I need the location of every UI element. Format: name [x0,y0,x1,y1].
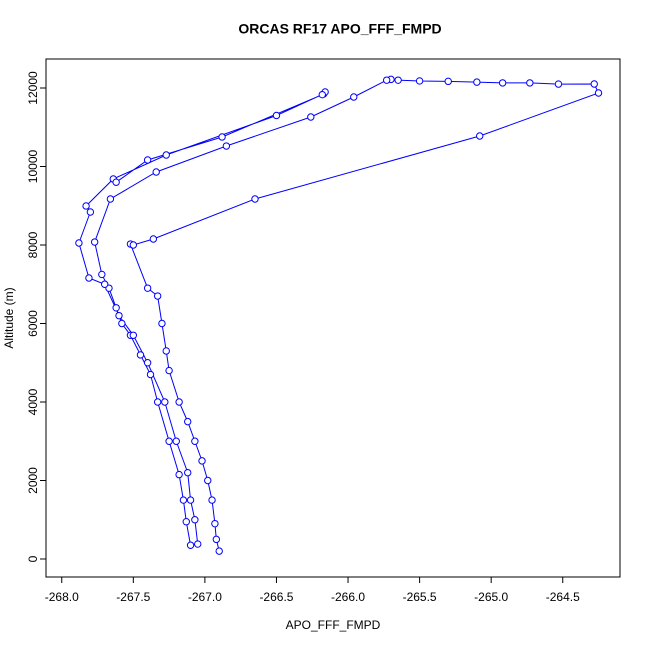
data-point [115,311,123,320]
data-point [86,208,95,216]
data-point [149,235,158,243]
x-tick-label: -264.5 [546,590,580,604]
x-tick-label: -267.0 [188,590,222,604]
data-point [215,547,223,555]
data-point [106,195,115,203]
data-point [179,496,188,504]
data-point [175,470,183,479]
data-point [136,351,145,359]
data-point [350,93,358,101]
data-point [594,89,603,97]
y-tick-label: 0 [26,555,40,562]
data-point [204,476,212,485]
data-point [554,80,563,88]
data-point [129,241,138,249]
y-axis-title: Altitude (m) [2,287,16,348]
data-point [191,516,199,524]
data-point [307,113,315,121]
data-point [153,292,162,300]
y-tick-label: 6000 [26,310,40,337]
data-point [152,168,160,176]
chart-title: ORCAS RF17 APO_FFF_FMPD [238,21,441,37]
data-point [415,77,424,85]
y-tick-label: 12000 [26,71,40,105]
plot-frame [45,58,621,578]
data-point [153,398,162,406]
data-point [186,541,195,549]
data-point [143,284,152,292]
data-point [218,133,226,141]
data-point [158,319,166,328]
data-point [182,517,190,526]
data-point [473,78,481,86]
data-point [212,535,221,544]
data-point [143,156,152,164]
data-point [444,77,452,86]
data-point [251,195,259,203]
data-point [90,238,99,246]
x-axis-title: APO_FFF_FMPD [286,618,381,632]
data-point [129,331,138,339]
data-point [175,398,183,406]
data-point [394,76,402,84]
y-tick-label: 8000 [26,231,40,258]
data-point [194,540,202,548]
data-point [184,468,192,477]
x-tick-label: -266.0 [331,590,365,604]
y-tick-label: 2000 [26,467,40,494]
data-point [100,280,109,288]
data-point [165,437,173,445]
data-point [143,359,152,367]
data-point [172,437,180,445]
data-point [526,79,534,87]
data-point [208,496,216,504]
data-point [82,202,90,210]
data-point [191,437,199,445]
y-tick-label: 4000 [26,388,40,415]
data-point [476,132,484,140]
data-point [112,304,120,312]
data-point [498,79,507,87]
data-point [85,274,93,282]
data-point [165,366,173,375]
data-point [318,90,326,99]
data-point [184,417,192,426]
data-point [382,76,391,84]
data-point [162,347,170,355]
x-tick-label: -266.5 [259,590,293,604]
data-point [146,370,155,379]
data-point [211,519,219,528]
data-point [590,80,598,88]
data-point [222,142,231,150]
series-line [78,78,600,552]
data-point [98,270,106,279]
x-tick-label: -265.0 [474,590,508,604]
data-point [161,398,169,406]
data-point [162,151,170,159]
x-tick-label: -268.0 [45,590,79,604]
data-point [112,178,120,186]
x-tick-label: -267.5 [116,590,150,604]
y-tick-label: 10000 [26,149,40,183]
x-tick-label: -265.5 [403,590,437,604]
data-point [186,496,195,504]
data-point [75,239,83,247]
data-point [198,457,206,465]
data-point [118,319,126,328]
data-point [272,111,281,120]
